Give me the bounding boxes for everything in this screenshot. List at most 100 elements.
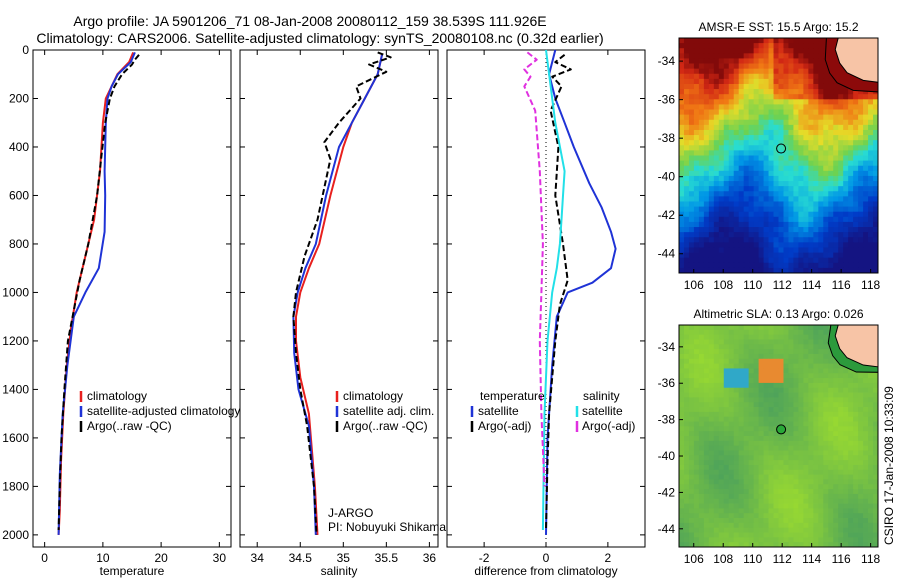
map-cell (738, 402, 745, 408)
map-cell (803, 109, 809, 116)
map-cell (708, 165, 715, 172)
map-cell (793, 397, 799, 403)
map-cell (688, 43, 695, 49)
map-cell (758, 484, 764, 490)
map-cell (868, 262, 874, 269)
map-cell (773, 109, 779, 116)
map-cell (708, 532, 715, 538)
map-cell (863, 411, 869, 418)
map-cell (743, 522, 750, 529)
map-cell (688, 421, 695, 427)
map-cell (708, 129, 715, 136)
map-cell (703, 124, 710, 131)
map-cell (788, 416, 794, 422)
map-cell (683, 129, 690, 136)
map-cell (828, 513, 834, 519)
map-cell (733, 165, 740, 172)
map-cell (683, 460, 690, 466)
map-cell (813, 522, 819, 529)
map-cell (708, 145, 715, 151)
map-cell (733, 68, 740, 75)
map-cell (728, 257, 735, 264)
map-cell (688, 227, 695, 233)
map-cell (718, 247, 725, 253)
map-cell (688, 445, 695, 451)
map-cell (823, 63, 829, 70)
map-cell (763, 407, 769, 413)
map-cell (738, 421, 745, 427)
map-cell (823, 397, 829, 403)
map-cell (698, 527, 705, 533)
map-cell (873, 140, 879, 146)
map-cell (783, 392, 789, 398)
map-cell (808, 129, 814, 136)
series-line (523, 51, 546, 487)
map-cell (723, 53, 730, 59)
map-cell (813, 353, 819, 360)
map-cell (703, 78, 710, 85)
map-cell (838, 94, 844, 100)
map-cell (853, 503, 859, 509)
map-cell (728, 411, 735, 418)
map-cell (688, 527, 695, 533)
map-cell (838, 411, 844, 418)
map-cell (853, 431, 859, 437)
map-cell (828, 474, 834, 480)
map-cell (863, 99, 869, 105)
map-cell (783, 109, 789, 116)
map-cell (873, 170, 879, 177)
map-cell (743, 89, 750, 95)
map-cell (793, 38, 799, 44)
map-cell (798, 392, 804, 398)
map-cell (793, 378, 799, 384)
map-cell (693, 479, 700, 485)
map-cell (708, 140, 715, 146)
map-cell (828, 129, 834, 136)
map-cell (679, 99, 685, 105)
map-cell (698, 460, 705, 466)
map-cell (758, 109, 764, 116)
map-cell (833, 181, 839, 187)
map-cell (728, 436, 735, 442)
map-cell (833, 440, 839, 447)
map-cell (818, 363, 824, 369)
map-cell (843, 155, 849, 162)
map-cell (783, 469, 789, 476)
map-cell (748, 436, 755, 442)
map-cell (783, 358, 789, 365)
map-cell (873, 450, 879, 456)
map-cell (873, 436, 879, 442)
map-cell (803, 262, 809, 269)
map-cell (683, 201, 690, 207)
map-cell (708, 474, 715, 480)
map-cell (843, 373, 849, 379)
map-cell (713, 498, 720, 504)
map-cell (738, 58, 745, 64)
map-cell (753, 252, 760, 259)
map-cell (808, 455, 814, 461)
map-cell (823, 411, 829, 418)
map-cell (698, 329, 705, 336)
map-cell (748, 227, 755, 233)
map-cell (773, 508, 779, 514)
map-cell (728, 53, 735, 59)
map-cell (848, 522, 854, 529)
map-cell (778, 119, 784, 126)
map-cell (828, 411, 834, 418)
map-cell (723, 196, 730, 202)
map-cell (733, 94, 740, 100)
map-cell (768, 503, 774, 509)
map-cell (713, 368, 720, 374)
series-line (545, 49, 617, 535)
map-cell (873, 221, 879, 228)
map-cell (688, 358, 695, 365)
map-cell (808, 436, 814, 442)
map-cell (688, 63, 695, 70)
map-cell (828, 73, 834, 80)
map-cell (818, 206, 824, 213)
map-cell (758, 402, 764, 408)
map-cell (703, 140, 710, 146)
map-cell (708, 267, 715, 274)
map-cell (773, 216, 779, 223)
map-cell (788, 48, 794, 54)
